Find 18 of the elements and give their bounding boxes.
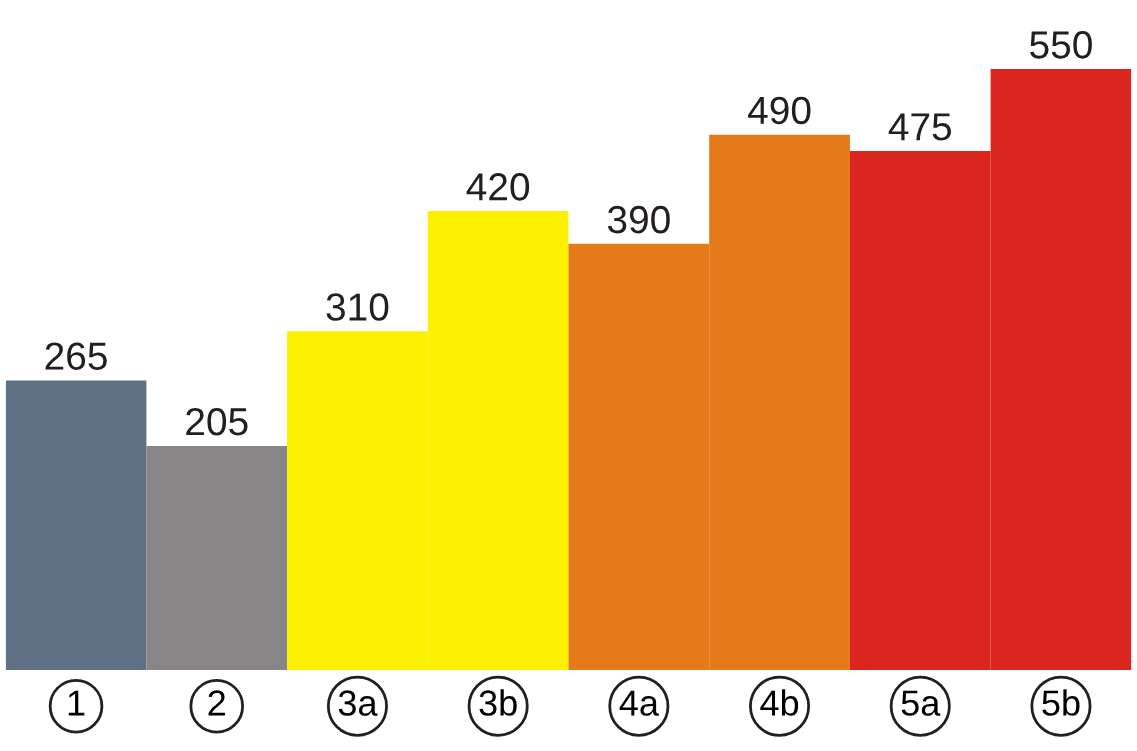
data-label: 390 (607, 205, 670, 234)
data-label: 310 (326, 293, 389, 321)
x-tick-label: 5b (1042, 689, 1080, 716)
x-tick-label: 3b (479, 689, 517, 716)
data-label: 475 (888, 113, 952, 141)
x-tick-label: 1 (68, 690, 85, 716)
bar (146, 445, 288, 670)
data-label: 420 (466, 173, 530, 201)
x-tick-label: 4a (619, 690, 659, 716)
data-label: 550 (1030, 31, 1092, 59)
data-label: 205 (186, 407, 248, 436)
x-tick-label: 2 (208, 690, 225, 716)
x-tick-label: 5a (901, 690, 941, 716)
x-tick-label: 4b (760, 689, 799, 716)
data-label: 490 (748, 96, 811, 125)
x-tick-label: 3a (338, 690, 378, 716)
bar (5, 380, 147, 670)
data-label: 265 (45, 342, 107, 370)
